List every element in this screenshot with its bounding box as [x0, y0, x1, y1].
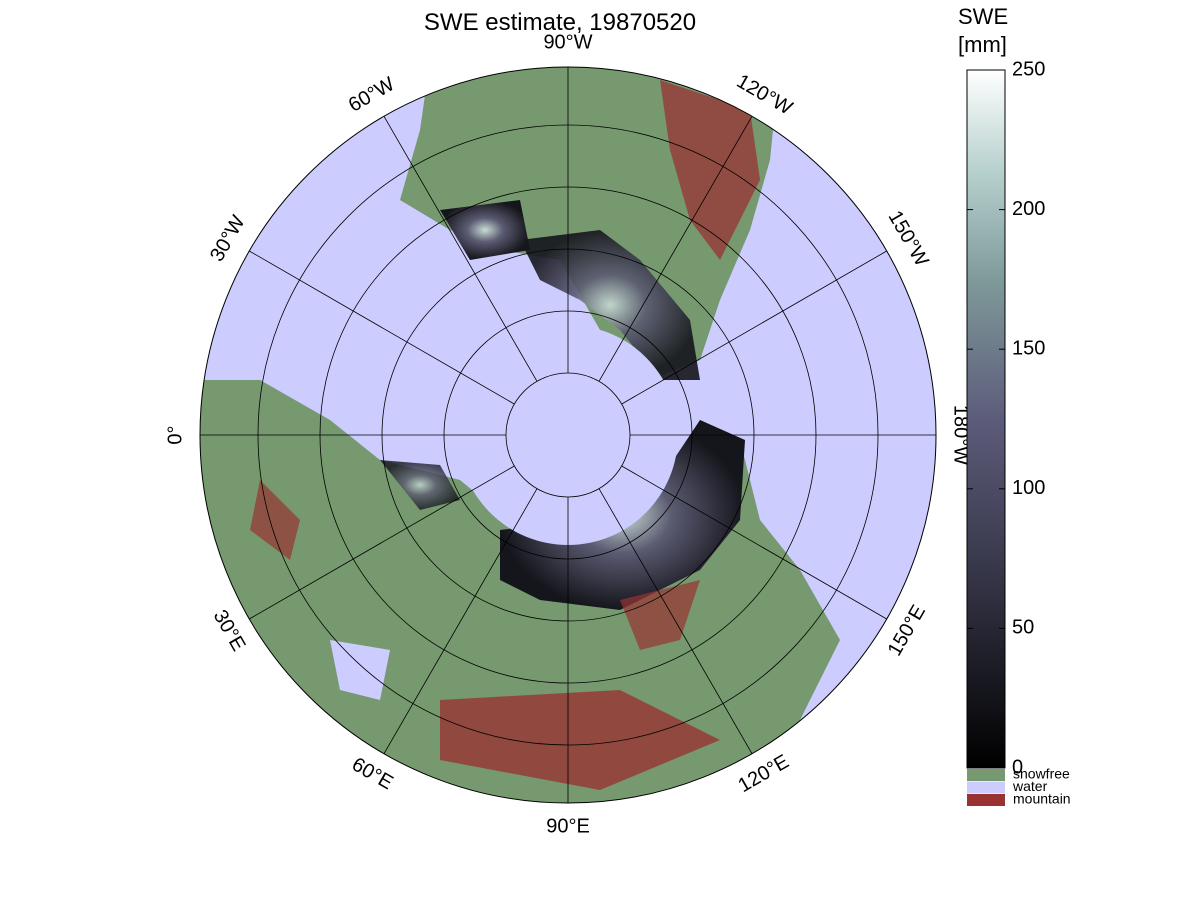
longitude-label: 30°W — [206, 212, 250, 266]
mountain — [250, 480, 300, 560]
legend-swatch — [967, 781, 1005, 794]
colorbar-tick-label: 250 — [1012, 58, 1045, 80]
polar-map — [200, 67, 936, 803]
snow-cover — [440, 200, 530, 260]
colorbar-tick-label: 0 — [1012, 756, 1023, 778]
map-title: SWE estimate, 19870520 — [424, 9, 696, 36]
colorbar-tick-label: 100 — [1012, 477, 1045, 499]
longitude-label: 180°W — [950, 405, 972, 465]
meridian — [249, 250, 515, 405]
meridian — [383, 488, 538, 754]
colorbar-scale — [966, 69, 1006, 769]
meridian — [621, 465, 887, 620]
colorbar-tick-label: 50 — [1012, 617, 1034, 639]
snow-cover — [520, 230, 700, 380]
colorbar-title: [mm] — [958, 32, 1007, 57]
longitude-label: 0° — [164, 425, 186, 444]
legend-swatch — [967, 769, 1005, 781]
graticule — [200, 67, 936, 803]
longitude-label: 90°E — [546, 815, 590, 837]
meridian — [621, 250, 887, 405]
meridian — [598, 488, 753, 754]
arctic-ocean — [458, 325, 678, 545]
longitude-label: 30°E — [209, 606, 250, 655]
legend-label: water — [1012, 778, 1048, 794]
longitude-label: 60°E — [348, 753, 397, 794]
longitude-label: 90°W — [543, 31, 592, 53]
colorbar-tick-label: 200 — [1012, 198, 1045, 220]
longitude-label: 60°W — [345, 73, 399, 117]
mountain — [620, 580, 700, 650]
colorbar: SWE [mm] 0 50 100 150 200 250 snowfreewatermount… — [958, 4, 1071, 807]
meridian — [249, 465, 515, 620]
map-frame — [199, 66, 937, 804]
legend-swatch — [967, 794, 1005, 806]
snow-cover — [380, 460, 460, 510]
colorbar-title: SWE — [958, 4, 1008, 29]
mountain — [440, 690, 720, 790]
colorbar-tick-label: 150 — [1012, 337, 1045, 359]
meridian — [598, 116, 753, 382]
legend-label: snowfree — [1013, 766, 1070, 782]
mountain — [660, 80, 760, 260]
water-body — [330, 640, 390, 700]
meridian — [383, 116, 538, 382]
legend-label: mountain — [1013, 791, 1071, 807]
